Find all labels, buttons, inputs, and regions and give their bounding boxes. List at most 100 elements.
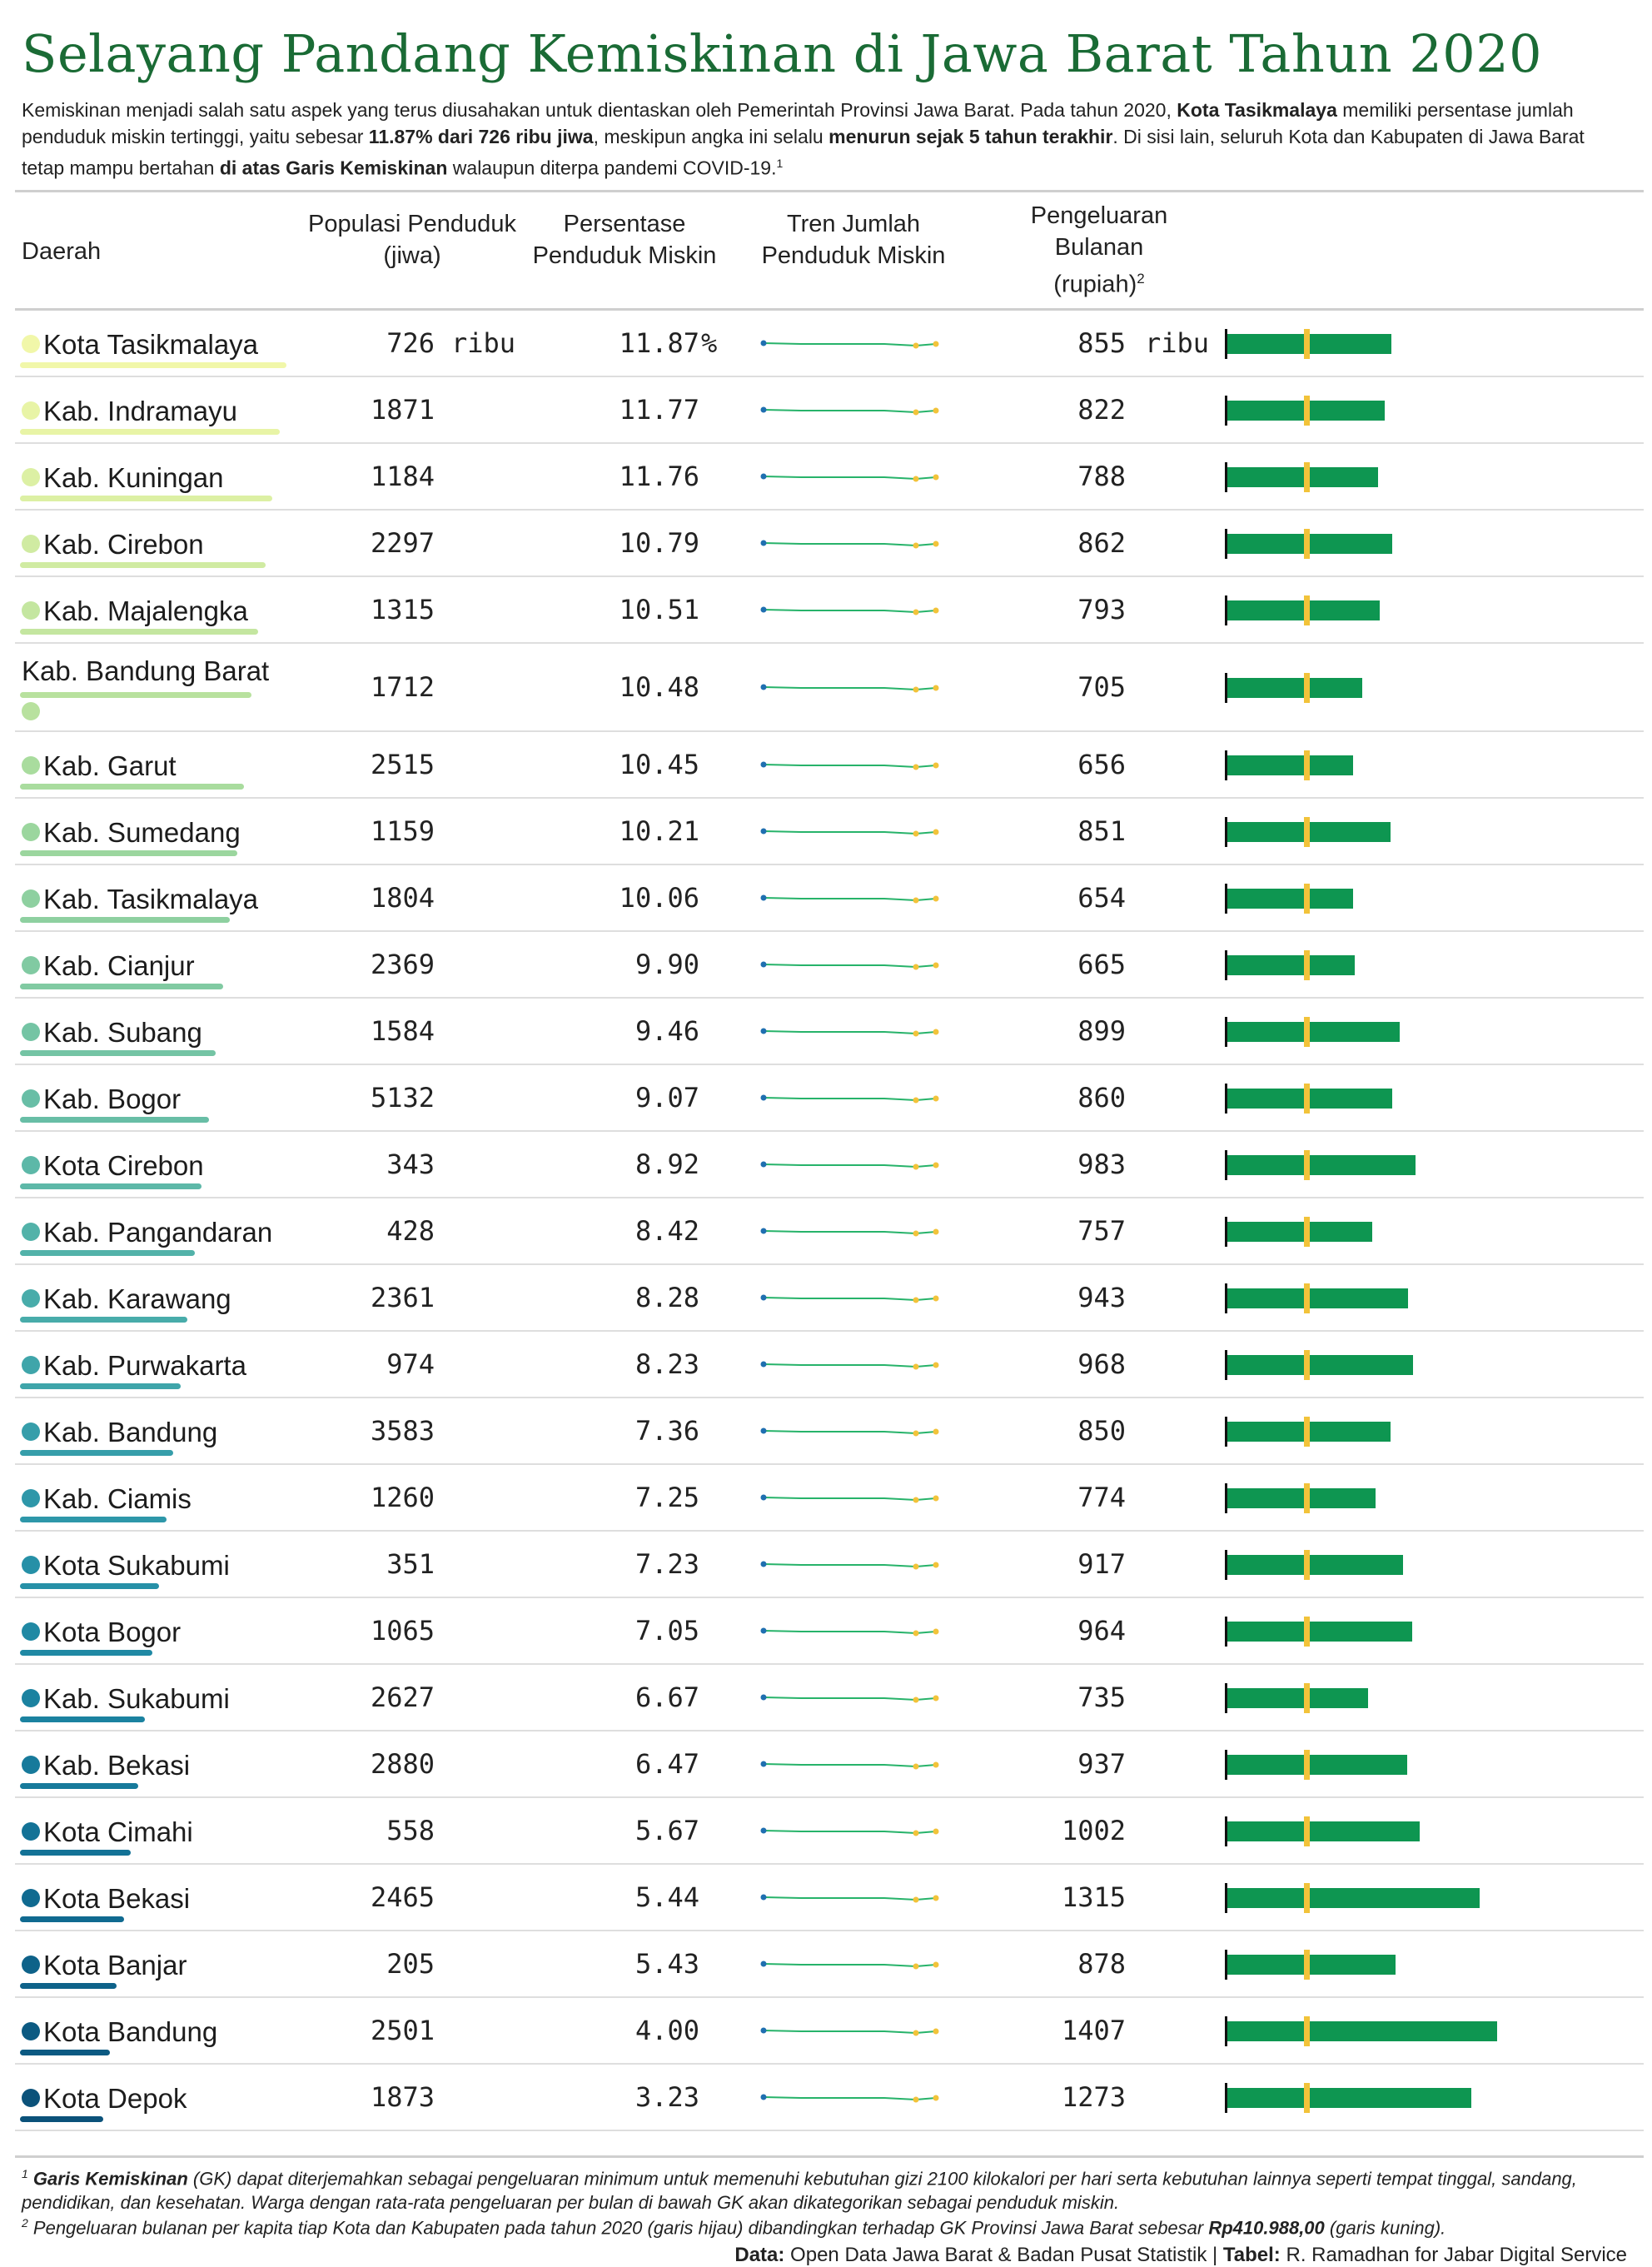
text-segment: Pengeluaran bulanan per kapita tiap Kota… (27, 2217, 1209, 2239)
row-separator (15, 1530, 1644, 1532)
table-row: Kota Cimahi 558 5.67 1002 (0, 1798, 1652, 1865)
text-segment: 2 (22, 2216, 28, 2230)
region-color-dot (22, 889, 40, 908)
percent-value: 5.44 (634, 1881, 699, 1913)
bar-baseline (1225, 1017, 1227, 1047)
trend-point (933, 1029, 939, 1035)
gk-marker (1304, 950, 1310, 980)
population-value: 1159 (370, 815, 435, 847)
trend-point (933, 1961, 939, 1968)
percent-value: 8.28 (634, 1282, 699, 1313)
row-separator (15, 797, 1644, 799)
region-color-dot (22, 2022, 40, 2040)
trend-point (933, 1495, 939, 1502)
region-name: Kab. Bogor (43, 1084, 182, 1114)
trend-sparkline (760, 1361, 939, 1370)
row-separator (15, 1730, 1644, 1731)
trend-line (763, 1563, 937, 1568)
region-color-dot (22, 1356, 40, 1374)
population-value: 1804 (370, 882, 435, 914)
row-separator (15, 1863, 1644, 1865)
spending-bar (1227, 1288, 1408, 1308)
bar-baseline (1225, 1550, 1227, 1580)
region-name: Kota Bandung (43, 2016, 218, 2047)
trend-sparkline (760, 1561, 939, 1570)
trend-line (763, 1896, 937, 1901)
gk-marker (1304, 1350, 1310, 1380)
population-value: 1712 (370, 671, 435, 703)
percent-value: 7.36 (634, 1415, 699, 1447)
region-underline (20, 1050, 216, 1056)
table-row: Kab. Cianjur 2369 9.90 665 (0, 932, 1652, 999)
trend-sparkline (760, 1094, 939, 1104)
table-row: Kab. Sukabumi 2627 6.67 735 (0, 1665, 1652, 1731)
bar-baseline (1225, 1750, 1227, 1780)
row-separator (15, 509, 1644, 511)
table-row: Kota Bogor 1065 7.05 964 (0, 1598, 1652, 1665)
table-row: Kab. Karawang 2361 8.28 943 (0, 1265, 1652, 1332)
trend-sparkline (760, 1427, 939, 1437)
region-underline (20, 1183, 202, 1189)
trend-point (913, 1430, 919, 1437)
trend-point (933, 1695, 939, 1701)
trend-point (913, 1297, 919, 1303)
spending-bar (1227, 2021, 1497, 2041)
text-segment: Garis Kemiskinan (32, 2168, 188, 2190)
region-underline (20, 2116, 103, 2122)
spending-bar (1227, 1821, 1420, 1841)
spending-value: 983 (1077, 1148, 1126, 1180)
region-name: Kab. Purwakarta (43, 1350, 246, 1381)
trend-point (933, 1761, 939, 1768)
trend-line (763, 964, 937, 969)
trend-point (913, 2030, 919, 2036)
region-underline (20, 917, 230, 923)
row-separator (15, 1130, 1644, 1132)
row-separator (15, 2130, 1644, 2131)
source-credit: Data: Open Data Jawa Barat & Badan Pusat… (734, 2244, 1627, 2267)
trend-line (763, 1697, 937, 1701)
table-row: Kab. Bekasi 2880 6.47 937 (0, 1731, 1652, 1798)
trend-point (933, 341, 939, 347)
table-row: Kab. Bogor 5132 9.07 860 (0, 1065, 1652, 1132)
trend-point (760, 1228, 767, 1234)
trend-sparkline (760, 540, 939, 549)
region-underline (20, 429, 280, 435)
trend-line (763, 1497, 937, 1502)
population-value: 205 (386, 1948, 435, 1980)
text-segment: (GK) dapat diterjemahkan sebagai pengelu… (22, 2168, 1577, 2214)
text-segment: menurun sejak 5 tahun terakhir (828, 126, 1113, 147)
spending-value: 822 (1077, 394, 1126, 426)
table-row: Kab. Pangandaran 428 8.42 757 (0, 1198, 1652, 1265)
population-value: 428 (386, 1215, 435, 1247)
bar-baseline (1225, 1084, 1227, 1114)
trend-point (933, 1828, 939, 1835)
percent-value: 9.07 (634, 1082, 699, 1114)
bar-baseline (1225, 1217, 1227, 1247)
header-percent: Persentase Penduduk Miskin (532, 211, 717, 269)
row-separator (15, 376, 1644, 377)
region-underline (20, 496, 272, 501)
region-color-dot (22, 1089, 40, 1108)
trend-point (760, 1694, 767, 1701)
table-row: Kota Depok 1873 3.23 1273 (0, 2065, 1652, 2131)
table-bottom-rule (15, 2155, 1644, 2158)
gk-marker (1304, 817, 1310, 847)
trend-sparkline (760, 1028, 939, 1037)
trend-point (913, 1563, 919, 1570)
gk-marker (1304, 1217, 1310, 1247)
table-row: Kab. Indramayu 1871 11.77 822 (0, 377, 1652, 444)
trend-sparkline (760, 1627, 939, 1637)
spending-value: 851 (1077, 815, 1126, 847)
gk-marker (1304, 2016, 1310, 2046)
gk-marker (1304, 1483, 1310, 1513)
trend-point (933, 407, 939, 414)
trend-point (933, 1562, 939, 1568)
trend-point (760, 961, 767, 968)
trend-point (913, 686, 919, 693)
trend-line (763, 409, 937, 414)
trend-point (913, 342, 919, 349)
population-value: 5132 (370, 1082, 435, 1114)
table-row: Kab. Purwakarta 974 8.23 968 (0, 1332, 1652, 1398)
trend-line (763, 2096, 937, 2101)
spending-value: 1002 (1061, 1815, 1126, 1846)
